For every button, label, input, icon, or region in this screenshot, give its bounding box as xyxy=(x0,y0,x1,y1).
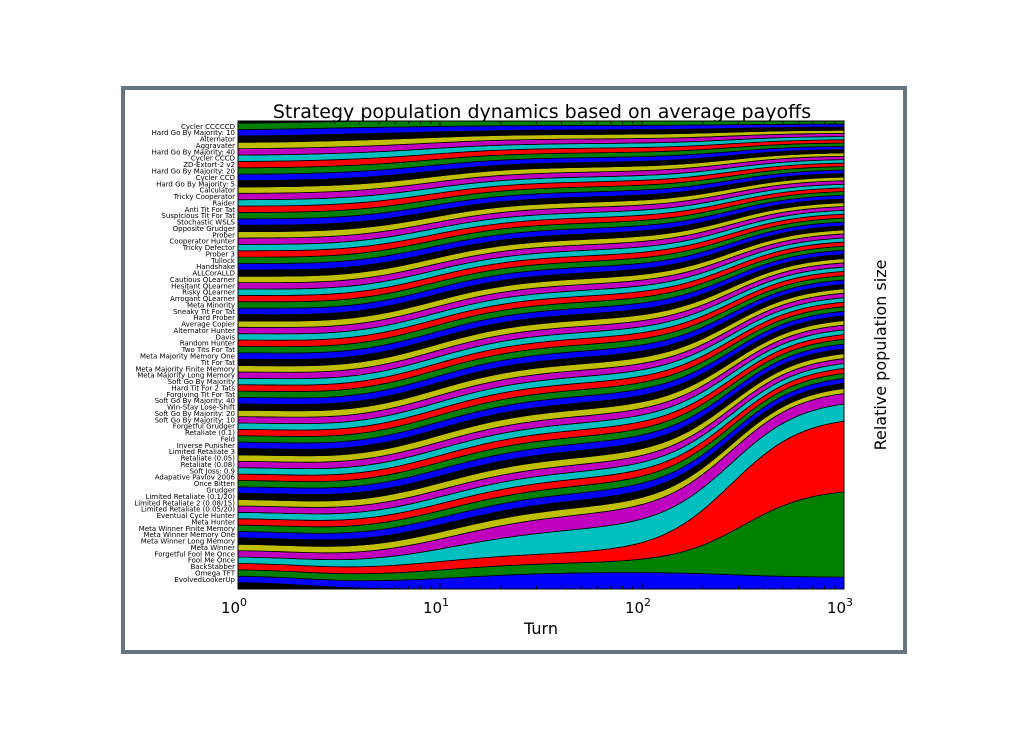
strategy-label: Retaliate (0.08) xyxy=(181,461,236,469)
strategy-label: Soft Go By Majority: 40 xyxy=(155,397,235,405)
strategy-label: Inverse Punisher xyxy=(177,442,235,450)
strategy-label: Hard Go By Majority: 10 xyxy=(152,129,235,137)
strategy-label: Meta Majority Memory One xyxy=(140,353,235,361)
strategy-label: Omega TFT xyxy=(195,570,236,578)
strategy-label: Limited Retaliate (0.05/20) xyxy=(141,506,235,514)
strategy-label: Hard Go By Majority: 5 xyxy=(156,180,235,188)
strategy-label: Hard Tit For 2 Tats xyxy=(171,384,235,392)
strategy-label: Limited Retaliate 3 xyxy=(169,448,235,456)
strategy-label: Retaliate (0.05) xyxy=(181,455,236,463)
strategy-label: Tullock xyxy=(210,257,236,265)
figure-frame: Strategy population dynamics based on av… xyxy=(121,86,907,654)
strategy-label: Soft Go By Majority: 10 xyxy=(155,416,235,424)
strategy-label: Eventual Cycle Hunter xyxy=(157,512,235,520)
strategy-label: Handshake xyxy=(196,263,235,271)
strategy-label: Grudger xyxy=(206,487,235,495)
strategy-label: Meta Hunter xyxy=(191,518,235,526)
strategy-label: Meta Winner Finite Memory xyxy=(139,525,235,533)
strategy-label: Cycler CCCD xyxy=(191,155,235,163)
x-tick-label: 102 xyxy=(625,596,651,617)
x-tick-label: 100 xyxy=(221,596,247,617)
x-tick-label: 103 xyxy=(827,596,853,617)
strategy-label: Once Bitten xyxy=(194,480,235,488)
y-axis-label: Relative population size xyxy=(871,260,890,451)
strategy-label: Win-Stay Lose-Shift xyxy=(167,404,235,412)
strategy-label: Soft Go By Majority xyxy=(168,378,235,386)
strategy-label: Two Tits For Tat xyxy=(181,346,236,354)
strategy-label: Average Copier xyxy=(181,321,235,329)
strategy-label: Prober 3 xyxy=(206,250,235,258)
strategy-label: Hard Go By Majority: 20 xyxy=(152,168,235,176)
strategy-label: Tricky Cooperator xyxy=(173,193,235,201)
strategy-label: BackStabber xyxy=(190,563,235,571)
strategy-label: Meta Winner xyxy=(191,544,235,552)
strategy-label: Alternator Hunter xyxy=(174,327,236,335)
strategy-label: Hesitant QLearner xyxy=(171,282,235,290)
strategy-label: Stochastic WSLS xyxy=(177,219,236,227)
strategy-label: Arrogant QLearner xyxy=(170,295,235,303)
chart-title: Strategy population dynamics based on av… xyxy=(273,101,811,123)
strategy-label: Meta Winner Memory One xyxy=(143,531,235,539)
stacked-areas xyxy=(237,120,845,590)
strategy-label: Calculator xyxy=(199,187,235,195)
x-tick-label: 101 xyxy=(423,596,449,617)
strategy-label: Opposite Grudger xyxy=(173,225,235,233)
strategy-label: Random Hunter xyxy=(180,340,235,348)
strategy-label: Retaliate (0.1) xyxy=(185,429,235,437)
strategy-label: ALLCorALLD xyxy=(192,270,235,278)
strategy-label: Risky QLearner xyxy=(182,289,235,297)
strategy-label: Anti Tit For Tat xyxy=(185,206,236,214)
strategy-label: Prober xyxy=(212,231,235,239)
x-axis-ticks: 100 101 102 103 xyxy=(221,121,853,617)
strategy-label: Sneaky Tit For Tat xyxy=(173,308,235,316)
strategy-label: Meta Minority xyxy=(187,302,235,310)
strategy-label: Adapative Pavlov 2006 xyxy=(155,474,236,482)
strategy-label: ZD-Extort-2 v2 xyxy=(183,161,235,169)
strategy-label: Tricky Defector xyxy=(182,244,235,252)
strategy-label: Meta Winner Long Memory xyxy=(141,538,235,546)
strategy-label: Raider xyxy=(212,199,235,207)
x-axis-label: Turn xyxy=(523,619,558,638)
strategy-label: Hard Go By Majority: 40 xyxy=(152,148,235,156)
strategy-label: Soft Joss: 0.9 xyxy=(190,467,235,475)
strategy-label: Cautious QLearner xyxy=(170,276,235,284)
strategy-label: Forgetful Fool Me Once xyxy=(154,550,235,558)
strategy-label: Aggravater xyxy=(196,142,235,150)
strategy-label: Limited Retaliate (0.1/20) xyxy=(145,493,235,501)
strategy-label: EvolvedLookerUp xyxy=(174,576,235,584)
strategy-label: Cycler CCD xyxy=(196,174,235,182)
strategy-label: Feld xyxy=(221,435,235,443)
strategy-label: Cooperator Hunter xyxy=(169,238,235,246)
strategy-label: Suspicious Tit For Tat xyxy=(161,212,235,220)
stackplot-chart: Strategy population dynamics based on av… xyxy=(134,101,890,638)
strategy-label: Meta Majority Finite Memory xyxy=(135,365,235,373)
plot-area-border xyxy=(237,120,845,590)
strategy-label: Fool Me Once xyxy=(188,557,235,565)
strategy-label: Hard Prober xyxy=(193,314,235,322)
strategy-label: Soft Go By Majority: 20 xyxy=(155,410,235,418)
strategy-label: Cycler CCCCCD xyxy=(181,123,235,131)
strategy-label: Forgetful Grudger xyxy=(173,423,235,431)
strategy-label: Davis xyxy=(216,333,236,341)
strategy-label: Alternator xyxy=(200,136,235,144)
strategy-label: Meta Majority Long Memory xyxy=(137,372,235,380)
strategy-label: Tit For Tat xyxy=(200,359,236,367)
strategy-label: Forgiving Tit For Tat xyxy=(166,391,235,399)
strategy-label: Limited Retaliate 2 (0.08/15) xyxy=(134,499,235,507)
